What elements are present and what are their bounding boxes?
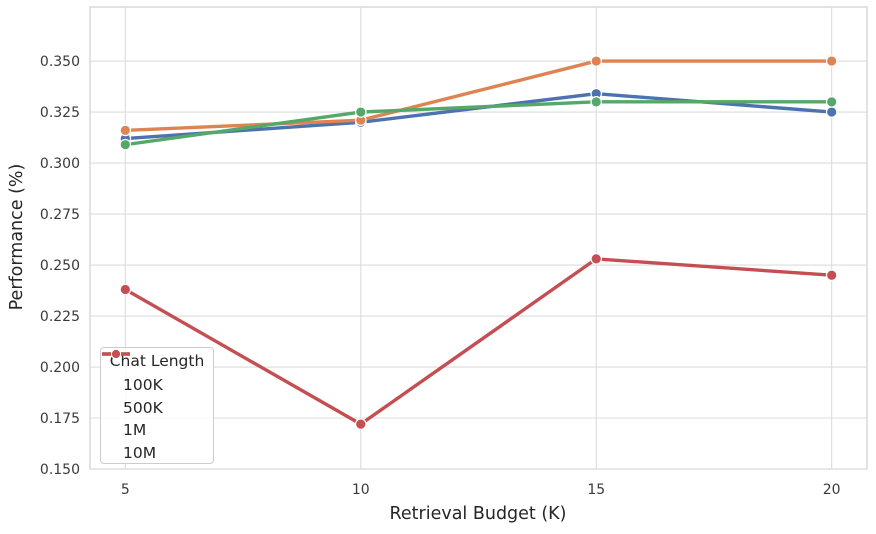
plot-area bbox=[89, 6, 868, 470]
legend-label: 10M bbox=[123, 443, 157, 462]
data-point-500K-x15 bbox=[590, 55, 603, 67]
data-point-10M-x20 bbox=[825, 269, 838, 282]
series-line-500K bbox=[123, 59, 834, 133]
data-point-100K-x20 bbox=[825, 106, 838, 118]
legend-marker-icon bbox=[102, 348, 130, 360]
x-tick-label-20: 20 bbox=[823, 482, 841, 498]
data-point-500K-x20 bbox=[825, 55, 838, 67]
data-point-10M-x10 bbox=[354, 418, 367, 430]
series-line-10M bbox=[123, 257, 834, 426]
y-tick-label-0.300: 0.300 bbox=[40, 156, 80, 172]
y-tick-label-0.175: 0.175 bbox=[40, 411, 80, 427]
y-axis-label: Performance (%) bbox=[7, 163, 27, 311]
y-tick-label-0.200: 0.200 bbox=[40, 360, 80, 376]
data-point-1M-x10 bbox=[354, 106, 367, 118]
legend-items: 100K 500K 1M 10M bbox=[102, 348, 206, 465]
legend-label: 1M bbox=[123, 421, 147, 440]
legend-item-100K: 100K bbox=[102, 348, 206, 397]
x-tick-label-5: 5 bbox=[121, 482, 130, 498]
data-point-1M-x5 bbox=[119, 138, 132, 151]
x-tick-label-10: 10 bbox=[352, 482, 370, 498]
y-tick-label-0.250: 0.250 bbox=[40, 258, 80, 274]
y-tick-label-0.275: 0.275 bbox=[40, 207, 80, 223]
data-point-10M-x5 bbox=[119, 283, 132, 296]
series-line-1M bbox=[123, 100, 834, 147]
y-tick-label-0.350: 0.350 bbox=[40, 54, 80, 70]
legend-item-500K: 500K bbox=[102, 348, 206, 420]
chart-legend: Chat Length 100K 500K 1M 10M bbox=[100, 347, 214, 464]
x-tick-label-15: 15 bbox=[587, 482, 605, 498]
legend-label: 500K bbox=[123, 398, 163, 417]
data-point-10M-x15 bbox=[590, 253, 603, 265]
x-axis-label: Retrieval Budget (K) bbox=[389, 504, 567, 524]
legend-item-10M: 10M bbox=[102, 348, 206, 465]
legend-label: 100K bbox=[123, 376, 163, 395]
data-point-1M-x15 bbox=[590, 96, 603, 108]
y-tick-label-0.225: 0.225 bbox=[40, 309, 80, 325]
y-tick-label-0.150: 0.150 bbox=[40, 462, 80, 478]
y-tick-label-0.325: 0.325 bbox=[40, 105, 80, 121]
data-point-1M-x20 bbox=[825, 96, 838, 108]
data-point-500K-x5 bbox=[119, 124, 132, 137]
legend-title: Chat Length bbox=[109, 352, 205, 370]
legend-item-1M: 1M bbox=[102, 348, 206, 442]
